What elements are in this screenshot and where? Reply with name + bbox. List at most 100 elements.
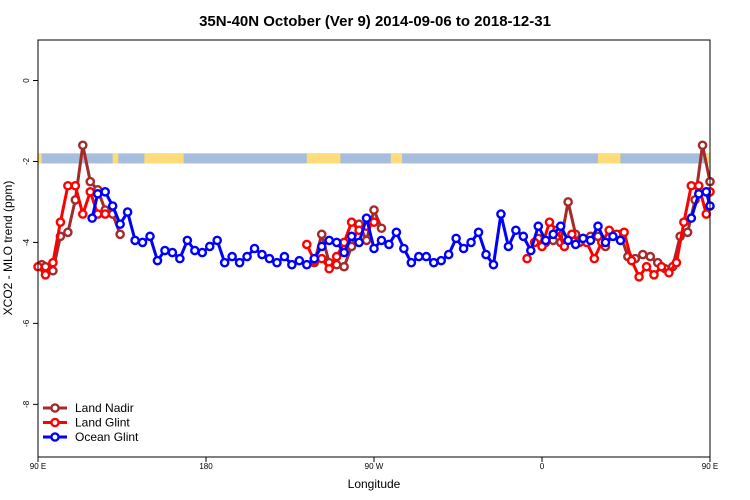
ocean-glint-point-0-48 [443,249,454,260]
ocean-glint-point-0-45 [421,251,432,262]
land-glint-point-0-9 [100,209,110,219]
land-glint-point-0-6 [78,209,88,219]
land-glint-point-2-16 [641,261,652,272]
ocean-glint-point-0-16 [204,241,215,252]
y-tick-label-3: -6 [22,319,31,327]
land-ocean-band [38,153,710,164]
ocean-glint-point-0-37 [361,213,372,223]
land-band-5 [598,153,621,164]
land-band-0 [38,153,42,164]
ocean-glint-point-0-13 [182,235,193,246]
legend-marker-0 [50,403,60,413]
ocean-glint-point-0-51 [466,237,476,248]
ocean-glint-point-0-20 [234,257,245,268]
legend-label-2: Ocean Glint [75,430,139,444]
ocean-glint-point-0-66 [578,233,588,244]
ocean-glint-point-0-46 [428,257,439,268]
land-glint-point-2-19 [664,267,674,278]
ocean-glint-point-1-2 [701,187,712,197]
land-glint-point-1-0 [301,239,312,250]
ocean-glint-point-0-14 [189,245,200,256]
ocean-glint-point-0-53 [481,249,491,260]
ocean-glint-point-0-11 [167,247,178,258]
land-glint-point-2-9 [589,253,600,264]
ocean-glint-point-0-10 [160,245,170,256]
land-nadir-point-2-20 [682,227,693,238]
ocean-glint-point-0-50 [458,243,469,254]
y-axis-label: XCO2 - MLO trend (ppm) [1,181,15,316]
land-nadir-point-2-14 [638,249,648,260]
ocean-glint-point-0-29 [301,259,312,270]
ocean-glint-point-0-35 [346,231,357,242]
x-tick-label-0: 90 E [30,462,46,471]
land-nadir-point-0-11 [115,229,125,240]
land-nadir-point-2-22 [697,140,708,151]
ocean-glint-point-0-9 [152,255,163,266]
land-nadir-point-1-9 [376,223,387,234]
ocean-glint-point-0-27 [287,259,297,270]
legend-label-1: Land Glint [75,416,130,430]
land-glint-point-2-17 [649,270,659,280]
land-glint-point-0-1 [40,270,51,280]
x-tick-label-2: 90 W [365,462,384,471]
ocean-glint-point-0-12 [175,253,185,264]
ocean-glint-point-0-21 [242,251,252,262]
x-axis-label: Longitude [348,477,401,491]
land-glint-point-0-7 [85,187,96,197]
ocean-glint-point-0-54 [488,259,499,270]
land-glint-point-0-3 [55,217,66,227]
x-tick-label-3: 0 [540,462,545,471]
ocean-glint-point-0-30 [309,253,320,264]
y-tick-label-2: -4 [22,238,31,246]
ocean-glint-point-0-68 [593,221,603,232]
land-glint-point-0-2 [48,257,58,268]
land-glint-point-2-15 [634,272,644,282]
ocean-glint-point-0-69 [600,237,611,248]
land-glint-point-2-21 [679,217,689,227]
ocean-glint-point-0-6 [130,235,140,246]
ocean-glint-point-0-28 [294,255,305,266]
land-nadir-point-1-7 [361,235,372,246]
ocean-glint-point-0-34 [339,247,349,258]
ocean-glint-point-0-56 [503,241,514,252]
ocean-glint-point-0-22 [249,243,260,254]
land-nadir-point-1-8 [369,205,379,215]
ocean-glint-point-0-71 [615,235,626,246]
ocean-glint-point-0-67 [585,235,596,246]
land-glint-point-2-13 [619,227,629,238]
land-band-3 [306,153,341,164]
ocean-glint-point-0-42 [399,243,409,254]
land-nadir-point-0-7 [85,176,96,187]
ocean-glint-point-0-38 [369,243,379,254]
ocean-glint-point-0-64 [563,235,573,246]
ocean-glint-point-0-7 [137,237,148,248]
land-glint-point-2-3 [544,217,555,227]
ocean-glint-point-0-5 [122,207,133,217]
ocean-glint-point-0-62 [548,229,559,240]
x-axis: 90 E 180 90 W 0 90 E [30,457,718,471]
land-nadir-point-2-4 [563,197,573,207]
land-glint-point-2-0 [522,253,532,264]
ocean-glint-point-1-1 [694,189,704,199]
land-glint-point-1-9 [369,217,379,227]
ocean-glint-point-0-1 [92,189,103,199]
land-nadir-point-0-4 [63,227,73,238]
ocean-glint-point-0-31 [316,241,327,252]
ocean-glint-point-0-41 [391,227,402,238]
ocean-glint-point-0-26 [279,251,290,262]
y-tick-label-1: -2 [22,157,31,165]
ocean-glint-point-0-36 [354,237,364,248]
legend-label-0: Land Nadir [75,401,134,415]
y-tick-label-0: 0 [22,78,31,83]
legend-marker-2 [50,432,60,442]
ocean-glint-point-0-44 [413,251,424,262]
ocean-glint-point-0-32 [324,235,335,246]
ocean-glint-point-0-39 [376,235,387,246]
ocean-glint-point-0-65 [570,239,581,250]
land-glint-point-0-4 [63,180,73,191]
land-glint-point-1-6 [346,217,357,227]
land-band-6 [706,153,710,164]
land-glint-point-2-18 [656,261,667,272]
